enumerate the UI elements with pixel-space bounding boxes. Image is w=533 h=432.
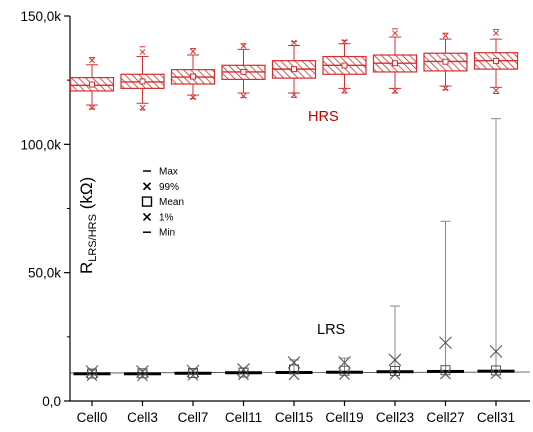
hrs-box-Cell7	[170, 48, 216, 101]
hrs-boxes	[69, 28, 519, 111]
legend-entry-min: Min	[143, 228, 175, 239]
mean-marker	[139, 78, 146, 85]
y-axis-label-subscript: LRS/HRS	[87, 214, 99, 262]
p1-marker	[187, 369, 199, 381]
p1-marker	[137, 370, 148, 382]
mean-marker	[291, 66, 297, 73]
lrs-box-Cell27	[427, 220, 464, 380]
mean-marker	[137, 368, 148, 379]
lrs-box-Cell3	[124, 365, 161, 382]
y-axis-ticks: 0,0 50,0k 100,0k 150,0k	[20, 9, 70, 409]
lrs-box-Cell11	[225, 363, 262, 381]
p99-marker	[240, 43, 247, 49]
lrs-boxes	[69, 118, 531, 382]
x-tick-label: Cell15	[275, 410, 313, 425]
p99-marker	[338, 356, 351, 369]
hrs-box-Cell31	[473, 29, 519, 95]
y-axis-label-main: R	[77, 262, 96, 274]
y-tick-label: 0,0	[42, 394, 61, 409]
lrs-box-Cell15	[275, 356, 313, 381]
x-tick-label: Cell23	[376, 410, 414, 425]
lrs-box-Cell31	[477, 118, 515, 380]
mean-marker	[87, 368, 97, 379]
legend-label: Max	[159, 167, 178, 178]
x-tick-label: Cell3	[127, 410, 158, 425]
p1-marker	[288, 369, 300, 381]
y-tick-label: 100,0k	[20, 137, 61, 152]
p99-marker	[287, 356, 301, 369]
p1-marker	[341, 87, 348, 94]
p99-marker	[190, 48, 196, 55]
mean-marker	[89, 81, 95, 88]
x-tick-label: Cell7	[178, 410, 209, 425]
p99-marker	[89, 57, 95, 64]
hrs-box-Cell15	[271, 39, 317, 98]
legend: Max 99% Mean 1% Min	[141, 167, 184, 239]
hrs-box-Cell27	[423, 32, 468, 92]
hrs-box-Cell23	[372, 28, 418, 94]
p1-marker	[490, 368, 502, 380]
mean-marker	[341, 62, 348, 69]
x-tick-label: Cell27	[426, 410, 464, 425]
legend-label: 99%	[159, 182, 179, 193]
p1-marker	[291, 91, 297, 98]
p1-marker	[339, 369, 350, 380]
legend-x-marker	[142, 182, 152, 191]
p99-marker	[392, 30, 398, 37]
p1-marker	[493, 87, 499, 94]
p99-marker	[139, 49, 146, 55]
p99-marker	[442, 32, 449, 39]
legend-label: 1%	[159, 212, 174, 223]
hrs-annotation: HRS	[308, 109, 339, 125]
p1-marker	[139, 104, 146, 111]
legend-x-marker	[142, 212, 152, 221]
legend-entry-99pct: 99%	[142, 182, 179, 193]
p99-marker	[489, 345, 503, 358]
p1-marker	[389, 368, 401, 380]
lrs-box-Cell19	[326, 356, 363, 380]
legend-label: Mean	[159, 197, 184, 208]
legend-entry-max: Max	[143, 167, 178, 178]
p99-marker	[493, 30, 499, 37]
legend-label: Min	[159, 228, 175, 239]
hrs-box-Cell3	[120, 46, 165, 111]
hrs-box-Cell0	[69, 57, 115, 111]
mean-marker	[442, 58, 449, 65]
p99-marker	[388, 353, 402, 367]
mean-marker	[190, 73, 196, 80]
p99-marker	[85, 365, 99, 378]
y-axis-label: RLRS/HRS (kΩ)	[77, 177, 99, 274]
hrs-box-Cell11	[221, 43, 266, 99]
legend-entry-mean: Mean	[141, 196, 184, 208]
x-axis-ticks: Cell0 Cell3 Cell7 Cell11 Cell15 Cell19 Cell23 C…	[77, 401, 515, 425]
y-tick-label: 150,0k	[20, 9, 61, 24]
p99-marker	[291, 39, 297, 46]
p1-marker	[86, 370, 98, 382]
x-tick-label: Cell0	[77, 410, 108, 425]
p1-marker	[440, 368, 451, 380]
x-tick-label: Cell31	[477, 410, 515, 425]
hrs-box-Cell19	[322, 38, 367, 94]
lrs-annotation: LRS	[317, 322, 345, 338]
mean-marker	[491, 365, 501, 376]
y-axis-label-unit: (kΩ)	[77, 177, 96, 214]
p99-marker	[237, 363, 250, 376]
legend-square-marker	[141, 196, 153, 207]
y-tick-label: 50,0k	[28, 266, 61, 281]
x-tick-label: Cell11	[225, 410, 262, 425]
lrs-baseline	[69, 371, 531, 374]
p99-marker	[136, 365, 149, 378]
mean-marker	[390, 365, 400, 376]
mean-marker	[493, 57, 499, 64]
x-tick-label: Cell19	[325, 410, 363, 425]
p99-marker	[439, 336, 452, 350]
mean-marker	[289, 364, 299, 375]
p1-marker	[238, 369, 249, 381]
legend-entry-1pct: 1%	[142, 212, 174, 223]
p99-marker	[186, 364, 200, 378]
mean-marker	[240, 68, 247, 75]
lrs-box-Cell23	[376, 305, 414, 380]
mean-marker	[392, 60, 398, 67]
